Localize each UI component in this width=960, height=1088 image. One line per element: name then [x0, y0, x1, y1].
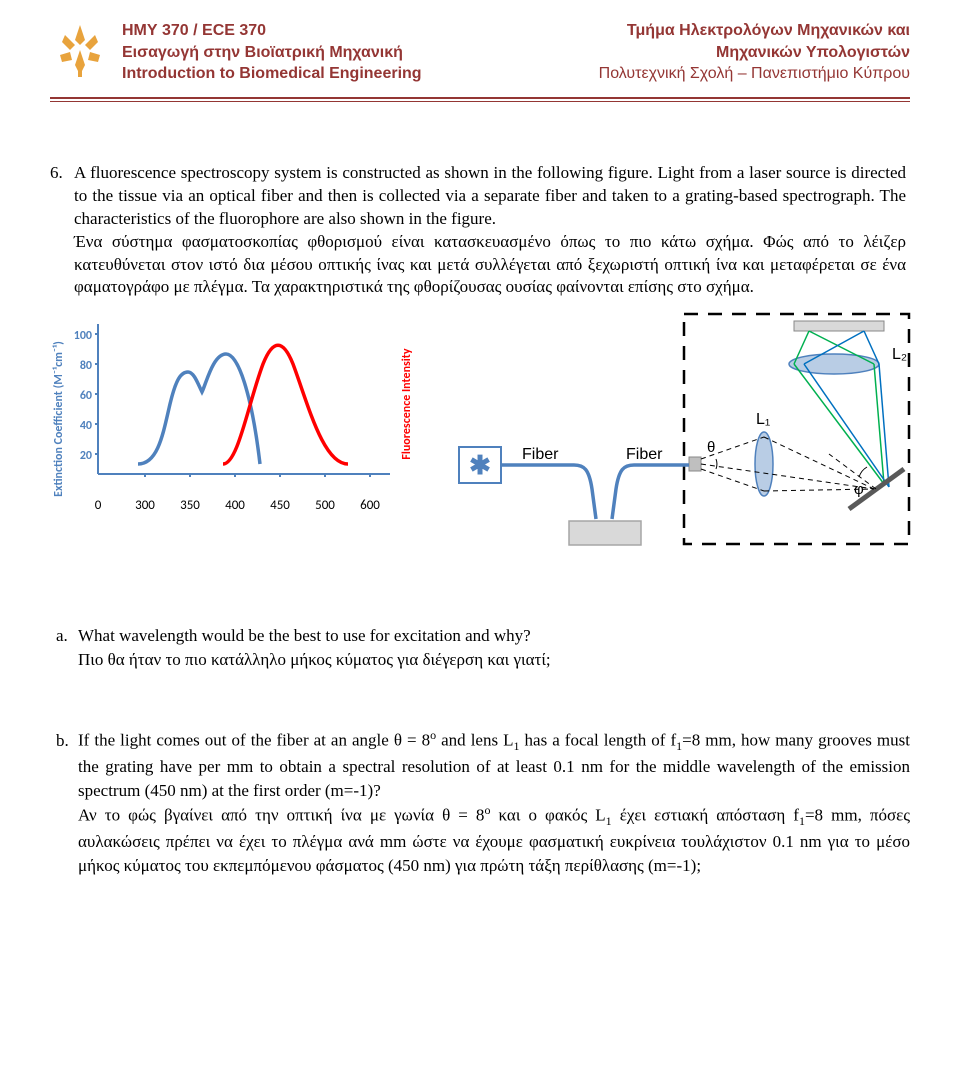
question-6: 6. A fluorescence spectroscopy system is… [50, 162, 910, 300]
course-title-en: Introduction to Biomedical Engineering [122, 63, 422, 85]
fiber-2 [612, 465, 689, 519]
lens-L2 [789, 354, 879, 374]
x-tick: 300 [135, 498, 155, 513]
tissue-sample [569, 521, 641, 545]
excitation-curve [138, 354, 260, 464]
y-tick: 20 [80, 449, 92, 463]
question-number: 6. [50, 162, 74, 185]
x-tick: 600 [360, 498, 380, 513]
x-tick: 350 [180, 498, 200, 513]
y2-axis-label: Fluorescence Intensity [400, 349, 414, 460]
sub-question-b: b.If the light comes out of the fiber at… [50, 727, 910, 878]
detector [794, 321, 884, 331]
spectra-chart: Extinction Coefficient (M⁻¹cm⁻¹) 100 80 … [50, 309, 450, 534]
lens-L1 [755, 432, 773, 496]
theta-label: θ [707, 439, 715, 456]
header-left: ΗΜΥ 370 / ECE 370 Εισαγωγή στην Βιοϊατρι… [122, 20, 422, 85]
fiber1-label: Fiber [522, 446, 559, 463]
y-axis-label: Extinction Coefficient (M⁻¹cm⁻¹) [52, 342, 66, 498]
y-tick: 80 [80, 359, 92, 373]
x-tick: 0 [95, 498, 102, 513]
L2-label: L₂ [892, 346, 907, 363]
question-text-gr: Ένα σύστημα φασματοσκοπίας φθορισμού είν… [74, 232, 906, 297]
x-tick: 500 [315, 498, 335, 513]
dept-line2: Μηχανικών Υπολογιστών [599, 42, 910, 64]
x-tick: 400 [225, 498, 245, 513]
y-tick: 40 [80, 419, 92, 433]
header-rule-thick [50, 97, 910, 99]
question-text-en: A fluorescence spectroscopy system is co… [74, 163, 906, 228]
subq-b-label: b. [56, 729, 78, 753]
emission-curve [223, 346, 348, 465]
dept-line1: Τμήμα Ηλεκτρολόγων Μηχανικών και [599, 20, 910, 42]
course-code: ΗΜΥ 370 / ECE 370 [122, 20, 422, 42]
school-line: Πολυτεχνική Σχολή – Πανεπιστήμιο Κύπρου [599, 63, 910, 85]
spectrograph-box [684, 314, 909, 544]
sub-question-a: a.What wavelength would be the best to u… [50, 624, 910, 672]
course-title-gr: Εισαγωγή στην Βιοϊατρική Μηχανική [122, 42, 422, 64]
subq-a-gr: Πιο θα ήταν το πιο κατάλληλο μήκος κύματ… [78, 650, 551, 669]
page-header: ΗΜΥ 370 / ECE 370 Εισαγωγή στην Βιοϊατρι… [50, 20, 910, 102]
subq-a-en: What wavelength would be the best to use… [78, 626, 531, 645]
header-right: Τμήμα Ηλεκτρολόγων Μηχανικών και Μηχανικ… [599, 20, 910, 85]
university-logo [50, 20, 110, 80]
optics-diagram: L₂ φ L₁ [454, 309, 914, 574]
figure-row: Extinction Coefficient (M⁻¹cm⁻¹) 100 80 … [50, 309, 910, 574]
x-tick: 450 [270, 498, 290, 513]
fiber-1 [501, 465, 596, 519]
subq-a-label: a. [56, 624, 78, 648]
header-rule-thin [50, 101, 910, 102]
laser-symbol: ✱ [469, 450, 491, 480]
L1-label: L₁ [756, 411, 770, 428]
y-tick: 100 [74, 329, 92, 343]
y-tick: 60 [80, 389, 92, 403]
fiber2-label: Fiber [626, 446, 663, 463]
